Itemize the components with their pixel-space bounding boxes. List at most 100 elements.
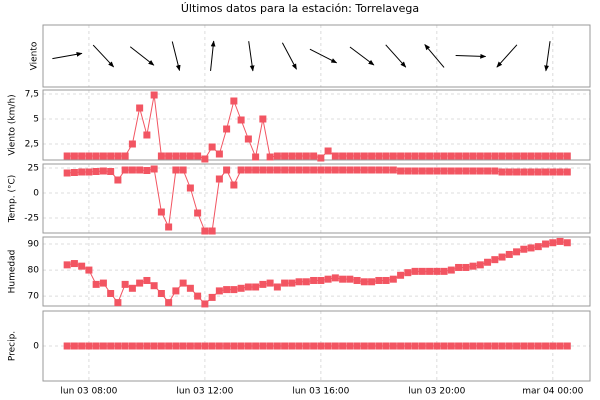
point-marker [382,152,390,160]
point-marker [107,290,115,298]
y-tick-label: 90 [28,240,40,250]
point-marker [375,276,383,284]
point-marker [389,275,397,283]
point-marker [295,278,303,286]
point-marker [476,261,484,269]
panel-frame [42,310,591,382]
point-marker [128,284,136,292]
point-marker [462,342,470,350]
point-marker [520,168,528,176]
point-marker [194,292,202,300]
wind-arrow [129,46,155,66]
point-marker [237,116,245,124]
point-marker [273,342,281,350]
point-marker [107,168,115,175]
point-marker [295,152,303,160]
point-marker [397,152,405,160]
point-marker [78,342,86,350]
point-marker [107,152,115,160]
point-marker [476,167,484,175]
point-marker [136,104,144,112]
point-marker [70,169,78,176]
point-marker [498,253,506,261]
point-marker [215,287,223,295]
panel-frame [42,89,591,161]
point-marker [339,275,347,283]
point-marker [186,184,194,192]
point-marker [157,290,165,298]
point-marker [194,152,202,160]
point-marker [382,276,390,284]
series-line [67,168,568,232]
point-marker [484,258,492,266]
point-marker [259,280,267,288]
point-marker [150,91,158,99]
point-marker [310,342,318,350]
y-tick-label: 5 [33,115,39,125]
point-marker [223,286,231,294]
point-marker [85,342,93,350]
point-marker [520,342,528,350]
point-marker [143,342,151,350]
point-marker [556,237,564,245]
point-marker [157,208,165,216]
point-marker [549,152,557,160]
point-marker [281,166,289,174]
point-marker [469,167,477,175]
point-marker [563,342,571,350]
point-marker [266,153,274,161]
point-marker [440,152,448,160]
point-marker [491,167,499,175]
point-marker [201,155,209,163]
point-marker [186,152,194,160]
wind-arrow [52,51,83,60]
point-marker [324,147,332,155]
point-marker [484,152,492,160]
point-marker [223,342,231,350]
point-marker [353,152,361,160]
point-marker [542,342,550,350]
point-marker [273,166,281,174]
point-marker [143,167,151,174]
wind-arrow [544,41,551,72]
point-marker [563,152,571,160]
point-marker [288,342,296,350]
point-marker [505,152,513,160]
x-tick-label: lun 03 08:00 [60,387,117,397]
point-marker [397,271,405,279]
y-axis-label: Temp. (°C) [8,175,18,224]
point-marker [281,342,289,350]
point-marker [121,280,129,288]
point-marker [455,263,463,271]
point-marker [331,274,339,282]
point-marker [426,342,434,350]
point-marker [150,342,158,350]
wind-arrow [248,41,255,72]
point-marker [186,342,194,350]
point-marker [244,342,252,350]
point-marker [78,262,86,270]
wind-arrow [349,46,375,66]
point-marker [447,266,455,274]
point-marker [404,269,412,277]
point-marker [520,245,528,253]
point-marker [114,299,122,307]
point-marker [447,342,455,350]
point-marker [426,167,434,175]
point-marker [542,240,550,248]
y-tick-label: 25 [28,164,39,174]
point-marker [302,152,310,160]
point-marker [360,152,368,160]
point-marker [549,342,557,350]
point-marker [491,342,499,350]
point-marker [273,283,281,291]
point-marker [534,168,542,176]
point-marker [310,166,318,174]
y-tick-label: 70 [28,292,40,302]
point-marker [542,152,550,160]
y-tick-label: 7,5 [25,90,39,100]
point-marker [505,342,513,350]
point-marker [78,152,86,160]
point-marker [476,152,484,160]
y-tick-label: -25 [24,214,39,224]
